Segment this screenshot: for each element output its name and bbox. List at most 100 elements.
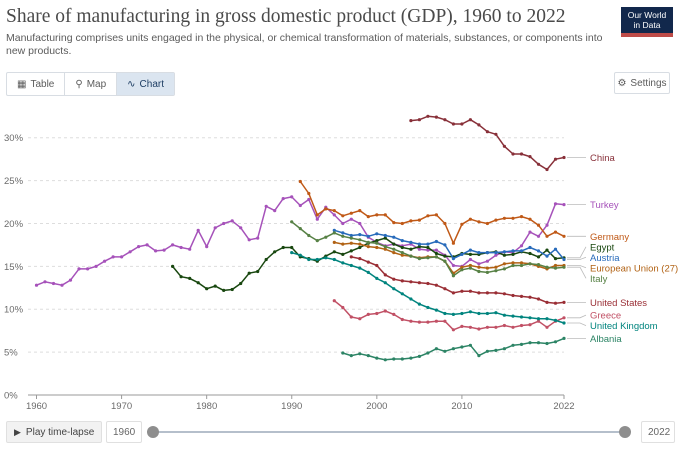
- x-tick-label: 2000: [366, 401, 387, 412]
- data-point: [536, 223, 541, 227]
- data-point: [179, 275, 183, 279]
- data-point: [400, 317, 404, 322]
- tab-chart[interactable]: ∿ Chart: [117, 73, 174, 95]
- timeline-start-handle[interactable]: [147, 426, 159, 438]
- data-point: [562, 234, 566, 238]
- data-point: [409, 219, 413, 223]
- data-point: [375, 276, 379, 280]
- data-point: [519, 323, 524, 328]
- data-point: [494, 325, 498, 329]
- data-point: [417, 257, 421, 261]
- data-point: [477, 354, 481, 358]
- data-point: [188, 247, 192, 251]
- data-point: [375, 213, 379, 217]
- data-point: [358, 257, 362, 261]
- data-point: [324, 256, 328, 260]
- data-point: [494, 253, 498, 257]
- data-point: [451, 347, 455, 351]
- data-point: [562, 300, 566, 304]
- data-point: [477, 251, 481, 255]
- data-point: [519, 244, 524, 248]
- data-point: [128, 250, 132, 254]
- data-point: [451, 291, 455, 295]
- data-point: [400, 292, 404, 296]
- data-point: [358, 266, 362, 270]
- data-point: [400, 239, 404, 243]
- map-icon: ⚲: [75, 78, 83, 90]
- timeline-end-year: 2022: [641, 421, 675, 443]
- data-point: [137, 245, 141, 249]
- data-point: [528, 230, 532, 234]
- logo-line-1: Our World: [627, 10, 667, 20]
- data-point: [417, 118, 421, 122]
- data-point: [451, 263, 455, 268]
- data-point: [392, 312, 396, 316]
- data-point: [341, 252, 345, 256]
- data-point: [545, 341, 549, 346]
- data-point: [528, 155, 532, 159]
- data-point: [545, 248, 549, 252]
- data-point: [528, 323, 532, 327]
- data-point: [383, 213, 387, 217]
- data-point: [545, 234, 549, 238]
- data-point: [434, 319, 438, 323]
- data-point: [468, 310, 472, 314]
- data-point: [468, 263, 472, 268]
- data-point: [477, 265, 481, 269]
- data-point: [511, 293, 515, 298]
- data-point: [375, 311, 379, 316]
- data-point: [400, 253, 404, 257]
- tab-table[interactable]: ▦ Table: [7, 73, 66, 95]
- timeline-end-handle[interactable]: [619, 426, 631, 438]
- data-point: [553, 157, 558, 161]
- data-point: [315, 217, 319, 221]
- owid-logo[interactable]: Our World in Data: [621, 7, 673, 37]
- data-point: [485, 270, 489, 274]
- data-point: [332, 250, 336, 254]
- series-end-label: Greece: [590, 311, 621, 322]
- series-line: [299, 181, 565, 244]
- data-point: [366, 270, 370, 274]
- tab-map[interactable]: ⚲ Map: [65, 73, 118, 95]
- settings-button[interactable]: ⚙ Settings: [614, 72, 670, 94]
- data-point: [375, 245, 379, 250]
- series-end-label: European Union (27): [590, 263, 678, 274]
- data-point: [545, 265, 549, 269]
- data-point: [358, 317, 362, 321]
- data-point: [409, 247, 413, 251]
- data-point: [434, 347, 438, 351]
- timeline-start-year: 1960: [106, 421, 143, 443]
- chart-icon: ∿: [127, 78, 136, 90]
- data-point: [298, 179, 302, 184]
- label-connector: [567, 246, 587, 259]
- data-point: [477, 291, 481, 295]
- label-connector: [567, 265, 587, 269]
- data-point: [511, 325, 515, 329]
- data-point: [349, 211, 353, 215]
- data-point: [468, 343, 472, 347]
- data-point: [307, 257, 311, 262]
- data-point: [264, 204, 268, 208]
- data-point: [519, 294, 524, 298]
- data-point: [341, 242, 345, 246]
- data-point: [519, 152, 524, 156]
- timeline-track[interactable]: [153, 431, 625, 433]
- data-point: [332, 213, 336, 217]
- data-point: [468, 257, 472, 262]
- data-point: [519, 215, 524, 219]
- play-timelapse-button[interactable]: ▶ Play time-lapse: [6, 421, 103, 443]
- chart-title: Share of manufacturing in gross domestic…: [6, 6, 566, 27]
- data-point: [562, 321, 566, 325]
- label-connector: [567, 314, 587, 319]
- view-tabs: ▦ Table ⚲ Map ∿ Chart: [6, 72, 175, 96]
- y-tick-label: 10%: [4, 305, 24, 316]
- data-point: [536, 317, 541, 321]
- data-point: [417, 281, 421, 285]
- data-point: [409, 319, 413, 323]
- data-point: [120, 255, 124, 259]
- tab-map-label: Map: [86, 78, 107, 90]
- data-point: [502, 144, 506, 148]
- data-point: [460, 345, 464, 349]
- data-point: [502, 250, 506, 254]
- data-point: [426, 320, 430, 324]
